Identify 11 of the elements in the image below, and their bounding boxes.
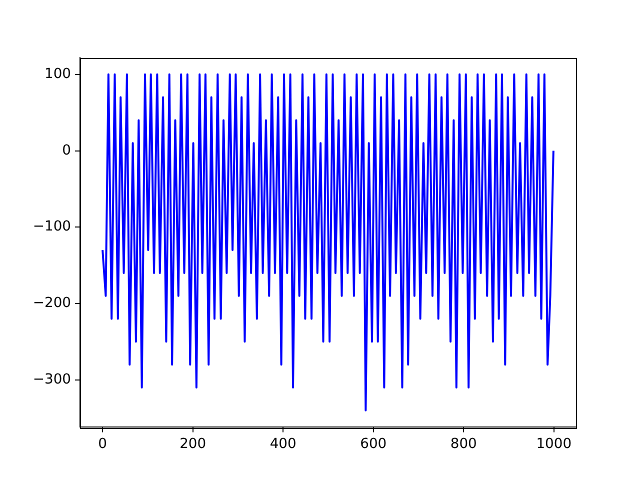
x-tick-label: 600 bbox=[360, 436, 387, 452]
y-tick-label: −200 bbox=[32, 295, 71, 312]
y-tick-label: 100 bbox=[44, 66, 71, 82]
x-tick-label: 1000 bbox=[536, 436, 572, 452]
x-tick-label: 800 bbox=[450, 436, 477, 452]
y-tick-label: −300 bbox=[32, 371, 71, 388]
x-tick-label: 0 bbox=[98, 436, 107, 452]
x-tick-label: 400 bbox=[270, 436, 296, 452]
y-tick-label: −100 bbox=[32, 218, 71, 235]
x-tick-label: 200 bbox=[180, 436, 206, 452]
y-tick-label: 0 bbox=[62, 142, 71, 158]
